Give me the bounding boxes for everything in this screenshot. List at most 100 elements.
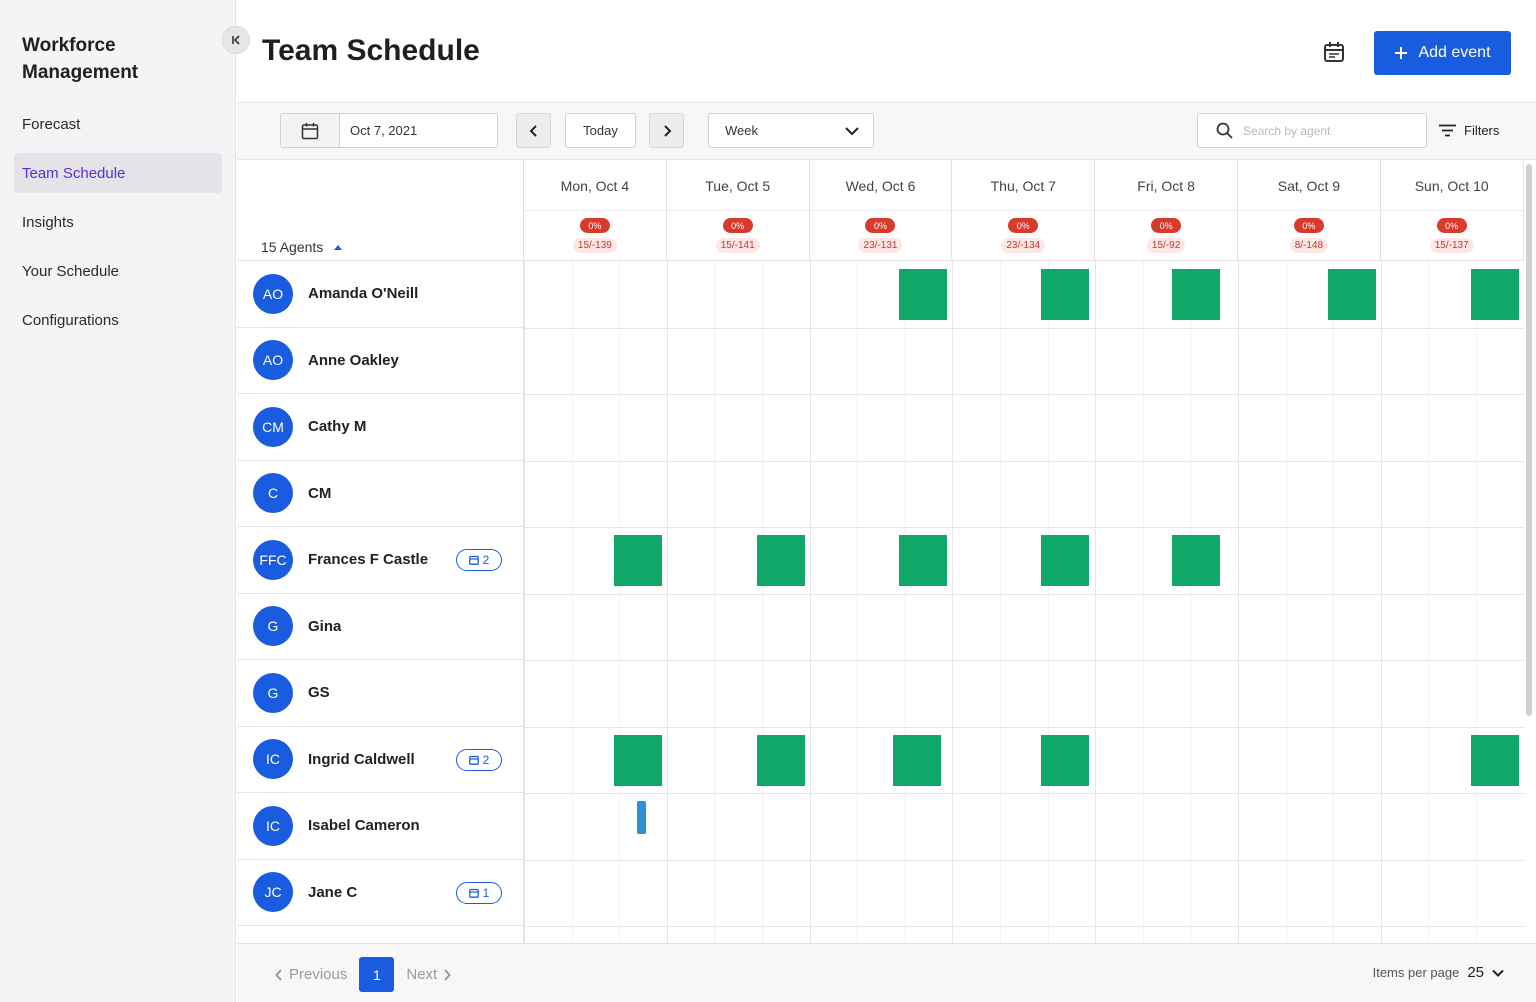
day-header-divider <box>524 210 666 211</box>
shift-block[interactable] <box>1172 269 1221 320</box>
avatar: AO <box>253 340 293 381</box>
day-header: Fri, Oct 8 0% 15/-92 <box>1095 160 1238 261</box>
day-label: Sun, Oct 10 <box>1414 178 1489 194</box>
agent-row[interactable]: IC Isabel Cameron <box>237 793 523 860</box>
grid-scrollbar[interactable] <box>1526 164 1532 716</box>
shift-block[interactable] <box>614 734 662 786</box>
shift-block[interactable] <box>1172 535 1221 586</box>
date-picker[interactable]: Oct 7, 2021 <box>280 113 498 148</box>
calendar-view-button[interactable] <box>1320 38 1348 66</box>
agent-name[interactable]: CM <box>308 484 332 502</box>
agent-row[interactable]: G Gina <box>237 594 523 660</box>
view-select[interactable]: Week <box>708 113 874 148</box>
grid-column-line <box>1428 261 1430 943</box>
agent-row[interactable]: JC Jane C 1 <box>237 860 523 926</box>
grid-column-line <box>1380 261 1382 943</box>
agents-sort-header[interactable]: 15 Agents <box>261 239 343 255</box>
next-week-button[interactable] <box>649 113 684 148</box>
previous-page-button[interactable]: Previous <box>275 966 347 983</box>
search-icon <box>1216 122 1233 139</box>
shift-block[interactable] <box>892 734 941 786</box>
coverage-percent-badge: 0% <box>722 218 753 233</box>
agent-name[interactable]: Frances F Castle <box>308 551 429 569</box>
schedule-grid: 15 Agents AO Amanda O'Neill AO Anne Oakley C… <box>237 160 1524 943</box>
agent-name[interactable]: Ingrid Caldwell <box>308 750 415 768</box>
search-input[interactable] <box>1243 123 1413 138</box>
pagination: Previous 1 Next <box>275 957 452 992</box>
date-picker-button[interactable] <box>281 114 340 147</box>
agent-name[interactable]: Gina <box>308 617 342 635</box>
day-header: Thu, Oct 7 0% 23/-134 <box>952 160 1096 261</box>
grid-row-line <box>524 527 1524 528</box>
agent-events-badge[interactable]: 2 <box>456 748 502 771</box>
previous-week-button[interactable] <box>516 113 551 148</box>
agent-events-badge[interactable]: 2 <box>456 549 502 571</box>
shift-block[interactable] <box>1328 269 1376 320</box>
filter-icon <box>1439 124 1456 137</box>
break-block[interactable] <box>637 801 646 834</box>
grid-column-line <box>1190 261 1192 943</box>
shift-block[interactable] <box>756 535 805 586</box>
sidebar-item-configurations[interactable]: Configurations <box>22 311 119 329</box>
next-page-button[interactable]: Next <box>406 966 452 983</box>
agent-row[interactable]: G GS <box>237 660 523 727</box>
shift-block[interactable] <box>898 535 947 586</box>
grid-row-line <box>524 926 1524 927</box>
collapse-sidebar-button[interactable] <box>222 26 250 54</box>
shift-block[interactable] <box>1470 734 1519 786</box>
agent-events-badge[interactable]: 1 <box>456 881 502 904</box>
agent-events-count: 1 <box>482 885 490 900</box>
agent-row[interactable]: IC Ingrid Caldwell 2 <box>237 727 523 793</box>
grid-column-line <box>524 261 525 943</box>
shift-block[interactable] <box>1470 269 1519 320</box>
agent-row[interactable]: AO Amanda O'Neill <box>237 261 523 328</box>
agent-name[interactable]: Cathy M <box>308 418 367 436</box>
agent-search[interactable] <box>1197 113 1427 148</box>
avatar: G <box>253 606 293 647</box>
shift-block[interactable] <box>756 734 805 786</box>
coverage-percent-badge: 0% <box>579 218 610 233</box>
chevron-left-icon <box>529 124 537 137</box>
avatar: CM <box>253 406 293 447</box>
avatar: C <box>253 473 293 514</box>
agent-row[interactable]: CM Cathy M <box>237 394 523 461</box>
week-days: Mon, Oct 4 0% 15/-139 Tue, Oct 5 0% 15/-141 We… <box>524 160 1524 943</box>
today-button[interactable]: Today <box>565 113 636 148</box>
sidebar-item-your-schedule[interactable]: Your Schedule <box>22 262 120 280</box>
shift-block[interactable] <box>614 535 662 586</box>
agent-row[interactable]: FFC Frances F Castle 2 <box>237 527 523 594</box>
agent-row[interactable]: AO Anne Oakley <box>237 328 523 394</box>
agent-name[interactable]: Amanda O'Neill <box>308 285 419 303</box>
agent-name[interactable]: Isabel Cameron <box>308 817 420 835</box>
grid-row-line <box>524 793 1524 794</box>
agent-row[interactable]: C CM <box>237 461 523 527</box>
sidebar-item-team-schedule[interactable]: Team Schedule <box>14 153 222 193</box>
avatar: AO <box>253 273 293 314</box>
sidebar-item-insights[interactable]: Insights <box>22 213 74 231</box>
add-event-button[interactable]: Add event <box>1374 31 1511 75</box>
day-header: Mon, Oct 4 0% 15/-139 <box>524 160 667 261</box>
shift-block[interactable] <box>1041 269 1090 320</box>
agent-name[interactable]: Jane C <box>308 883 358 901</box>
shift-block[interactable] <box>898 269 947 320</box>
shift-block[interactable] <box>1041 734 1090 786</box>
agent-events-count: 2 <box>482 752 490 767</box>
add-event-label: Add event <box>1418 44 1491 61</box>
sidebar-item-forecast[interactable]: Forecast <box>22 115 81 133</box>
shift-block[interactable] <box>1041 535 1090 586</box>
coverage-percent-badge: 0% <box>1293 218 1324 233</box>
grid-column-line <box>1047 261 1049 943</box>
agent-name[interactable]: Anne Oakley <box>308 351 399 369</box>
filters-button[interactable]: Filters <box>1439 113 1499 148</box>
sort-up-icon <box>334 244 343 250</box>
day-header: Tue, Oct 5 0% 15/-141 <box>666 160 810 261</box>
date-value[interactable]: Oct 7, 2021 <box>350 123 418 138</box>
items-per-page-select[interactable]: 25 <box>1467 964 1504 981</box>
agent-events-count: 2 <box>482 553 490 567</box>
grid-column-line <box>1238 261 1239 943</box>
agent-name[interactable]: GS <box>308 684 330 702</box>
chevron-right-icon <box>444 968 452 981</box>
page-number-button[interactable]: 1 <box>359 957 395 992</box>
plus-icon <box>1395 47 1408 59</box>
avatar: JC <box>253 872 293 913</box>
